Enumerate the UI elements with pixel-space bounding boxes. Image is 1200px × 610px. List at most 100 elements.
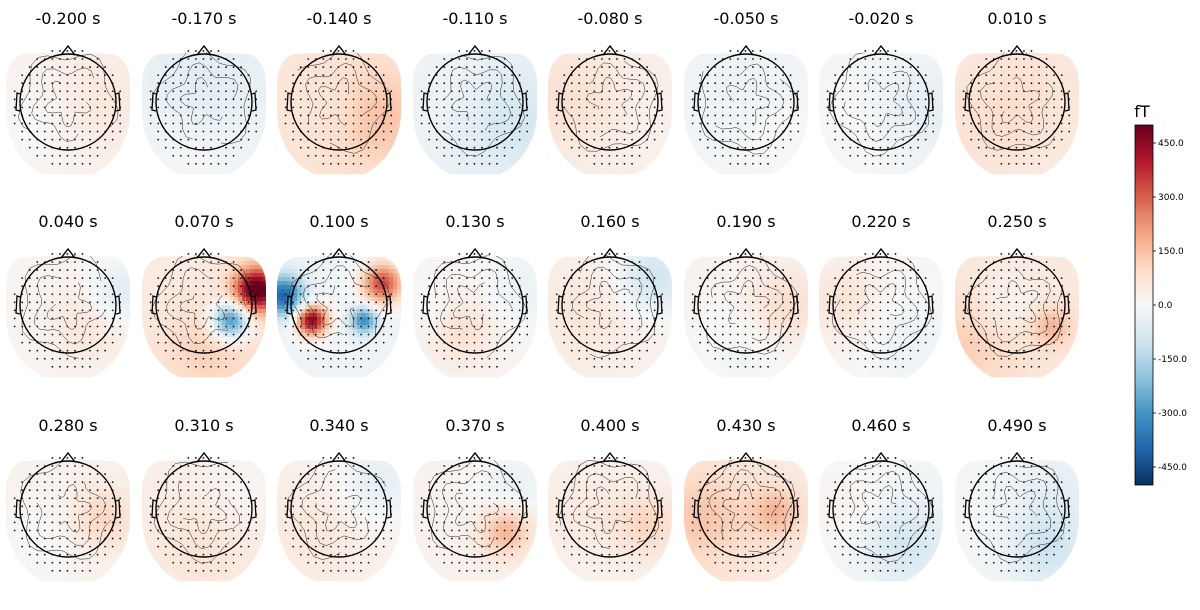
field-cell bbox=[509, 122, 514, 127]
field-cell bbox=[114, 114, 119, 119]
field-cell bbox=[289, 86, 294, 91]
field-cell bbox=[353, 62, 358, 67]
field-cell bbox=[198, 86, 203, 91]
field-cell bbox=[469, 146, 474, 151]
field-cell bbox=[345, 166, 350, 171]
field-cell bbox=[640, 58, 645, 63]
field-cell bbox=[198, 130, 203, 135]
field-cell bbox=[301, 74, 306, 79]
sensor-dot bbox=[390, 130, 393, 133]
field-cell bbox=[660, 54, 665, 59]
field-cell bbox=[50, 142, 55, 147]
field-cell bbox=[301, 110, 306, 115]
field-cell bbox=[174, 94, 179, 99]
field-cell bbox=[453, 134, 458, 139]
field-cell bbox=[178, 102, 183, 107]
field-cell bbox=[166, 110, 171, 115]
field-cell bbox=[254, 110, 259, 115]
field-cell bbox=[106, 122, 111, 127]
field-cell bbox=[218, 154, 223, 159]
field-cell bbox=[317, 154, 322, 159]
field-cell bbox=[361, 138, 366, 143]
field-cell bbox=[377, 58, 382, 63]
field-cell bbox=[293, 86, 298, 91]
field-cell bbox=[38, 82, 43, 87]
field-cell bbox=[309, 166, 314, 171]
field-cell bbox=[250, 54, 255, 59]
field-cell bbox=[652, 58, 657, 63]
field-cell bbox=[437, 146, 442, 151]
left-ear-icon bbox=[286, 92, 292, 112]
sensor-dot bbox=[322, 122, 325, 125]
field-cell bbox=[373, 134, 378, 139]
field-cell bbox=[222, 98, 227, 103]
sensor-dot bbox=[21, 138, 24, 141]
field-cell bbox=[293, 70, 298, 75]
field-cell bbox=[10, 122, 15, 127]
sensor-dot bbox=[435, 106, 438, 109]
sensor-dot bbox=[247, 90, 250, 93]
sensor-dot bbox=[172, 130, 175, 133]
sensor-dot bbox=[21, 122, 24, 125]
field-cell bbox=[82, 78, 87, 83]
sensor-dot bbox=[329, 138, 332, 141]
sensor-dot bbox=[36, 74, 39, 77]
field-cell bbox=[182, 74, 187, 79]
field-cell bbox=[162, 110, 167, 115]
field-cell bbox=[110, 62, 115, 67]
field-cell bbox=[30, 86, 35, 91]
field-cell bbox=[604, 58, 609, 63]
sensor-dot bbox=[518, 122, 521, 125]
field-cell bbox=[114, 142, 119, 147]
field-cell bbox=[202, 66, 207, 71]
field-cell bbox=[441, 78, 446, 83]
field-cell bbox=[449, 54, 454, 59]
field-cell bbox=[6, 138, 11, 143]
field-cell bbox=[521, 52, 526, 55]
field-cell bbox=[198, 62, 203, 67]
field-cell bbox=[106, 58, 111, 63]
field-cell bbox=[281, 74, 286, 79]
field-cell bbox=[202, 134, 207, 139]
field-cell bbox=[126, 94, 130, 99]
field-cell bbox=[529, 170, 534, 175]
field-cell bbox=[433, 138, 438, 143]
field-cell bbox=[497, 162, 502, 167]
field-cell bbox=[74, 78, 79, 83]
field-cell bbox=[477, 138, 482, 143]
field-cell bbox=[429, 94, 434, 99]
field-cell bbox=[525, 154, 530, 159]
field-cell bbox=[222, 66, 227, 71]
field-cell bbox=[369, 170, 374, 175]
field-cell bbox=[166, 150, 171, 155]
head-outline bbox=[151, 44, 257, 151]
field-cell bbox=[624, 66, 629, 71]
field-cell bbox=[624, 86, 629, 91]
field-cell bbox=[477, 142, 482, 147]
field-cell bbox=[238, 52, 243, 55]
field-cell bbox=[588, 70, 593, 75]
sensor-dot bbox=[352, 138, 355, 141]
field-cell bbox=[317, 102, 322, 107]
field-cell bbox=[281, 142, 286, 147]
field-cell bbox=[345, 126, 350, 131]
field-cell bbox=[34, 170, 39, 175]
field-cell bbox=[457, 52, 462, 55]
field-cell bbox=[353, 94, 358, 99]
field-cell bbox=[170, 54, 175, 59]
field-cell bbox=[293, 102, 298, 107]
field-cell bbox=[122, 114, 127, 119]
field-cell bbox=[234, 154, 239, 159]
field-cell bbox=[54, 82, 59, 87]
field-cell bbox=[222, 86, 227, 91]
field-cell bbox=[353, 74, 358, 79]
field-cell bbox=[417, 90, 422, 95]
field-cell bbox=[285, 150, 290, 155]
field-cell bbox=[90, 114, 95, 119]
field-cell bbox=[46, 158, 51, 163]
field-cell bbox=[477, 70, 482, 75]
field-cell bbox=[54, 162, 59, 167]
field-cell bbox=[250, 150, 255, 155]
field-cell bbox=[289, 66, 294, 71]
field-cell bbox=[82, 110, 87, 115]
